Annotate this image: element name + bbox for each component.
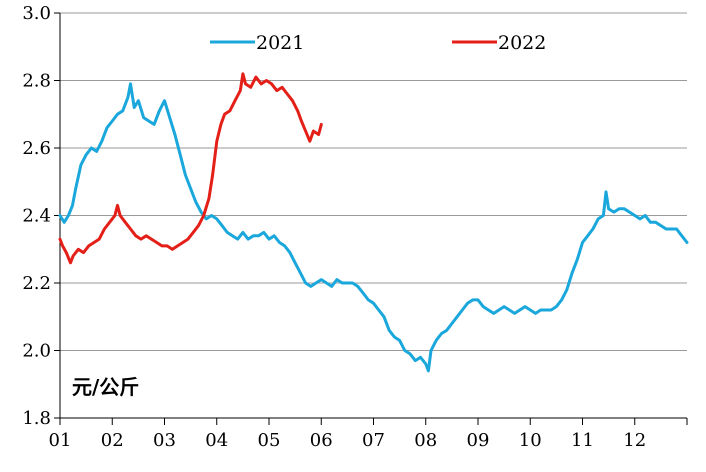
y-tick-label: 2.6 [22, 138, 51, 159]
y-tick-label: 2.2 [22, 273, 51, 294]
x-tick-label: 08 [414, 430, 437, 451]
x-tick-label: 11 [571, 430, 594, 451]
y-tick-label: 3.0 [22, 3, 51, 24]
x-tick-label: 03 [153, 430, 176, 451]
x-tick-label: 06 [310, 430, 333, 451]
x-tick-label: 10 [519, 430, 542, 451]
legend-label-2022: 2022 [498, 32, 546, 54]
x-tick-label: 02 [101, 430, 124, 451]
x-tick-label: 01 [49, 430, 72, 451]
x-tick-label: 07 [362, 430, 385, 451]
y-tick-label: 2.0 [22, 341, 51, 362]
x-tick-label: 04 [205, 430, 228, 451]
chart-axes: 1.8 2.0 2.2 2.4 2.6 2.8 3.0 01 02 03 04 05 06 07 08 09 1… [22, 3, 688, 451]
series-line-2022 [58, 72, 323, 265]
y-tick-label: 1.8 [22, 408, 51, 429]
x-tick-label: 05 [258, 430, 281, 451]
y-tick-label: 2.4 [22, 206, 51, 227]
x-tick-label: 12 [623, 430, 646, 451]
legend: 2021 2022 [210, 32, 546, 54]
horizontal-gridlines [60, 12, 687, 351]
series-line-2021 [58, 82, 689, 373]
y-axis-unit-label: 元/公斤 [72, 375, 139, 399]
x-tick-label: 09 [467, 430, 490, 451]
y-tick-label: 2.8 [22, 71, 51, 92]
series-layer [58, 72, 689, 373]
legend-label-2021: 2021 [256, 32, 304, 54]
